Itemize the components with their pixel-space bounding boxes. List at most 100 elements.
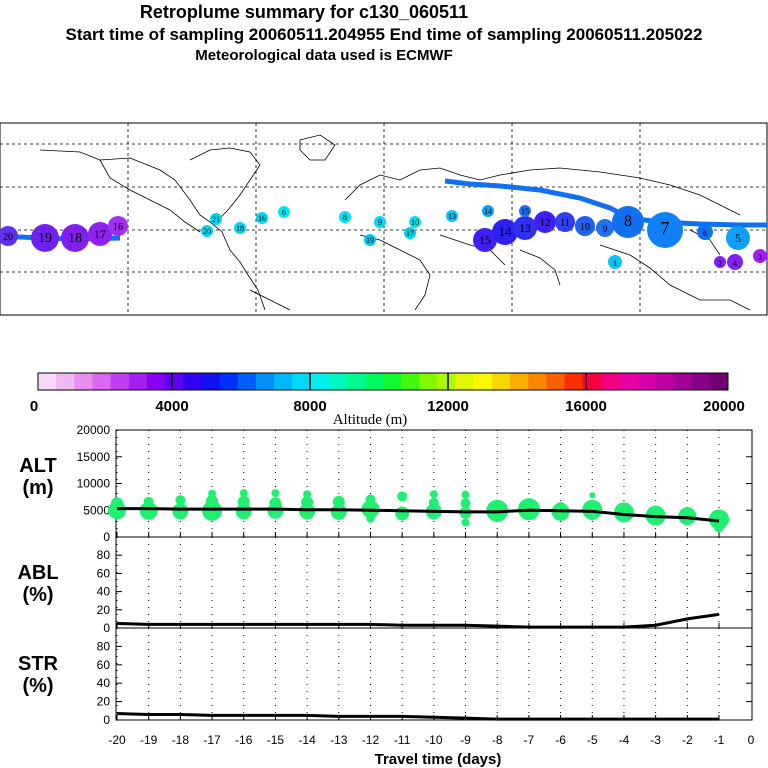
plume-marker-label: 3 — [758, 253, 762, 262]
alt-point — [395, 506, 410, 521]
plume-marker-label: 12 — [540, 217, 551, 229]
plume-marker-small-label: 9 — [378, 218, 382, 227]
colorbar-swatch — [619, 373, 638, 390]
alt-point — [330, 503, 347, 520]
plume-marker-label: 15 — [479, 233, 491, 247]
alt-point — [271, 489, 280, 498]
plume-marker-label: 2 — [718, 259, 722, 268]
chart-title: Retroplume summary for c130_060511 — [139, 2, 469, 22]
plume-marker-small — [404, 227, 416, 239]
colorbar-swatch — [165, 373, 184, 390]
plume-marker — [513, 216, 537, 240]
x-tick-label: -5 — [587, 733, 598, 747]
x-tick-label: -13 — [330, 733, 348, 747]
y-tick-label: 0 — [103, 713, 110, 727]
plume-marker-small — [482, 205, 494, 217]
plume-marker — [31, 224, 59, 252]
plume-marker — [575, 216, 595, 236]
colorbar-swatch — [528, 373, 547, 390]
alt-point — [111, 497, 123, 510]
alt-point — [237, 495, 250, 508]
colorbar-swatch — [364, 373, 384, 390]
plume-marker-label: 1 — [613, 259, 617, 268]
x-tick-label: -3 — [650, 733, 661, 747]
plume-marker-small — [409, 216, 421, 228]
alt-point — [365, 494, 376, 505]
colorbar-swatch — [110, 373, 130, 390]
colorbar-swatch — [128, 373, 148, 390]
plume-marker — [473, 228, 497, 252]
x-tick-label: -12 — [362, 733, 380, 747]
colorbar-swatch — [510, 373, 529, 390]
y-tick-label: 5000 — [83, 503, 110, 517]
plume-marker — [608, 255, 622, 269]
panel-unit-alt: (m) — [22, 477, 53, 499]
plume-marker-label: 11 — [560, 218, 570, 229]
colorbar-swatch — [691, 373, 711, 390]
plume-marker-small-label: 10 — [411, 218, 419, 227]
y-tick-label: 0 — [103, 621, 110, 635]
alt-point — [301, 496, 314, 509]
colorbar-swatch — [419, 373, 438, 390]
plume-marker — [88, 222, 112, 246]
plume-marker-small-label: 16 — [258, 214, 266, 223]
alt-point — [366, 514, 375, 523]
altitude-colorbar: 0 4000 8000 12000 16000 20000 Altitude (m) — [30, 372, 745, 428]
x-tick-label: -6 — [555, 733, 566, 747]
plume-marker — [697, 224, 713, 240]
plume-marker-small-label: 21 — [212, 215, 220, 224]
plume-marker-label: 14 — [499, 224, 513, 239]
alt-point — [613, 502, 634, 523]
alt-point — [582, 499, 603, 520]
plume-marker-label: 20 — [3, 232, 13, 243]
plume-marker — [647, 212, 683, 248]
colorbar-swatch — [237, 373, 257, 390]
colorbar-tick-label: 16000 — [565, 398, 607, 415]
y-tick-label: 15000 — [77, 450, 111, 464]
y-tick-label: 40 — [97, 585, 111, 599]
colorbar-swatch — [546, 373, 566, 390]
y-tick-label: 20000 — [77, 423, 111, 437]
alt-point — [239, 489, 248, 498]
alt-point — [714, 522, 724, 533]
alt-point — [428, 497, 439, 508]
colorbar-swatch — [274, 373, 293, 390]
y-tick-label: 40 — [97, 676, 111, 690]
y-tick-label: 10000 — [77, 477, 111, 491]
alt-point — [491, 501, 504, 514]
plume-marker-label: 10 — [580, 222, 590, 233]
colorbar-swatch — [655, 373, 675, 390]
time-series-panels: 20000150001000050000ALT(m)806040200ABL(%… — [17, 423, 754, 768]
alt-point — [172, 503, 189, 520]
plume-marker-small-label: 13 — [448, 212, 456, 221]
plume-marker-small — [339, 211, 351, 223]
colorbar-swatch — [600, 373, 620, 390]
alt-point — [202, 500, 223, 521]
colorbar-swatch — [201, 373, 221, 390]
colorbar-swatch — [473, 373, 493, 390]
colorbar-swatch — [709, 373, 729, 390]
plume-marker-small — [374, 216, 386, 228]
alt-point — [139, 501, 158, 520]
colorbar-tick-label: 12000 — [427, 398, 469, 415]
met-data-note: Meteorological data used is ECMWF — [195, 47, 453, 64]
colorbar-swatch — [292, 373, 311, 390]
alt-mean-line — [117, 507, 720, 523]
plume-marker-label: 18 — [68, 231, 82, 246]
x-tick-label: 0 — [748, 733, 755, 747]
plume-marker-small — [210, 213, 222, 225]
plume-marker — [108, 216, 128, 236]
x-tick-label: -7 — [524, 733, 535, 747]
alt-point — [143, 496, 154, 507]
y-tick-label: 60 — [97, 566, 111, 580]
y-tick-label: 0 — [103, 530, 110, 544]
colorbar-tick-label: 20000 — [703, 398, 745, 415]
x-tick-label: -10 — [425, 733, 443, 747]
plume-marker-label: 5 — [735, 231, 741, 245]
colorbar-swatch — [56, 373, 75, 390]
x-tick-label: -4 — [619, 733, 630, 747]
colorbar-swatch — [437, 373, 457, 390]
colorbar-swatch — [491, 373, 511, 390]
alt-point — [397, 491, 408, 502]
